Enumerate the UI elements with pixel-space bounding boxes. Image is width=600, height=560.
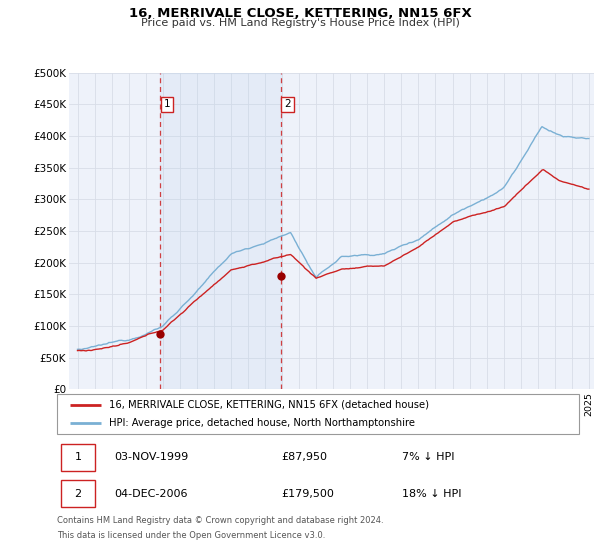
Text: 16, MERRIVALE CLOSE, KETTERING, NN15 6FX: 16, MERRIVALE CLOSE, KETTERING, NN15 6FX: [128, 7, 472, 20]
Text: £87,950: £87,950: [281, 452, 328, 463]
Text: 18% ↓ HPI: 18% ↓ HPI: [401, 489, 461, 499]
FancyBboxPatch shape: [61, 480, 95, 507]
FancyBboxPatch shape: [61, 444, 95, 471]
Text: 16, MERRIVALE CLOSE, KETTERING, NN15 6FX (detached house): 16, MERRIVALE CLOSE, KETTERING, NN15 6FX…: [109, 400, 429, 409]
Text: Contains HM Land Registry data © Crown copyright and database right 2024.: Contains HM Land Registry data © Crown c…: [57, 516, 383, 525]
Text: 04-DEC-2006: 04-DEC-2006: [115, 489, 188, 499]
Text: 1: 1: [164, 100, 170, 109]
Text: 1: 1: [74, 452, 82, 463]
Text: This data is licensed under the Open Government Licence v3.0.: This data is licensed under the Open Gov…: [57, 531, 325, 540]
FancyBboxPatch shape: [57, 394, 579, 434]
Text: 2: 2: [284, 100, 291, 109]
Bar: [160, 73, 281, 389]
Text: 2: 2: [74, 489, 82, 499]
Text: Price paid vs. HM Land Registry's House Price Index (HPI): Price paid vs. HM Land Registry's House …: [140, 18, 460, 28]
Text: £179,500: £179,500: [281, 489, 334, 499]
Text: 7% ↓ HPI: 7% ↓ HPI: [401, 452, 454, 463]
Text: 03-NOV-1999: 03-NOV-1999: [115, 452, 188, 463]
Text: HPI: Average price, detached house, North Northamptonshire: HPI: Average price, detached house, Nort…: [109, 418, 415, 428]
